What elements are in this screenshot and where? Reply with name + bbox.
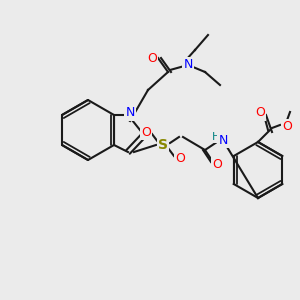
- Text: N: N: [218, 134, 228, 146]
- Text: N: N: [125, 106, 135, 119]
- Text: N: N: [183, 58, 193, 71]
- Text: O: O: [255, 106, 265, 119]
- Text: H: H: [212, 132, 220, 142]
- Text: O: O: [282, 121, 292, 134]
- Text: O: O: [212, 158, 222, 170]
- Text: O: O: [147, 52, 157, 64]
- Text: S: S: [158, 138, 168, 152]
- Text: O: O: [141, 125, 151, 139]
- Text: O: O: [175, 152, 185, 164]
